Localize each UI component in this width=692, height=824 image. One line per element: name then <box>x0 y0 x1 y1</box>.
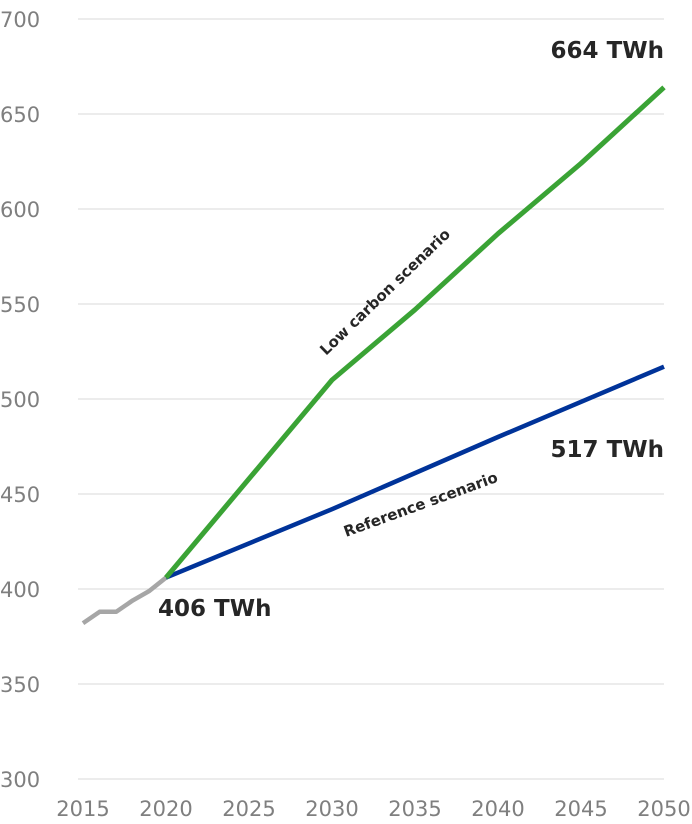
x-tick-label-2025: 2025 <box>222 797 275 821</box>
x-tick-label-2040: 2040 <box>471 797 524 821</box>
y-tick-label-450: 450 <box>0 483 40 507</box>
x-axis-tick-labels: 2015 2020 2025 2030 2035 2040 2045 2050 <box>56 797 690 821</box>
annotation-406-twh: 406 TWh <box>158 596 271 622</box>
x-tick-label-2030: 2030 <box>305 797 358 821</box>
series-label-reference: Reference scenario <box>341 468 500 541</box>
y-tick-label-550: 550 <box>0 293 40 317</box>
x-tick-label-2035: 2035 <box>388 797 441 821</box>
series-line-low-carbon <box>164 85 666 580</box>
y-tick-label-600: 600 <box>0 198 40 222</box>
y-tick-label-300: 300 <box>0 768 40 792</box>
x-tick-label-2020: 2020 <box>139 797 192 821</box>
series-line-historical <box>81 575 168 626</box>
annotation-664-twh: 664 TWh <box>551 38 664 64</box>
x-tick-label-2050: 2050 <box>637 797 690 821</box>
y-tick-label-400: 400 <box>0 578 40 602</box>
annotation-517-twh: 517 TWh <box>551 437 664 463</box>
y-tick-label-500: 500 <box>0 388 40 412</box>
series-lines <box>81 85 666 626</box>
series-line-reference <box>165 364 665 580</box>
y-tick-label-650: 650 <box>0 103 40 127</box>
x-tick-label-2045: 2045 <box>554 797 607 821</box>
y-axis-tick-labels: 300 350 400 450 500 550 600 650 700 <box>0 8 40 792</box>
y-tick-label-350: 350 <box>0 673 40 697</box>
x-tick-label-2015: 2015 <box>56 797 109 821</box>
gridlines <box>78 18 664 780</box>
y-tick-label-700: 700 <box>0 8 40 32</box>
